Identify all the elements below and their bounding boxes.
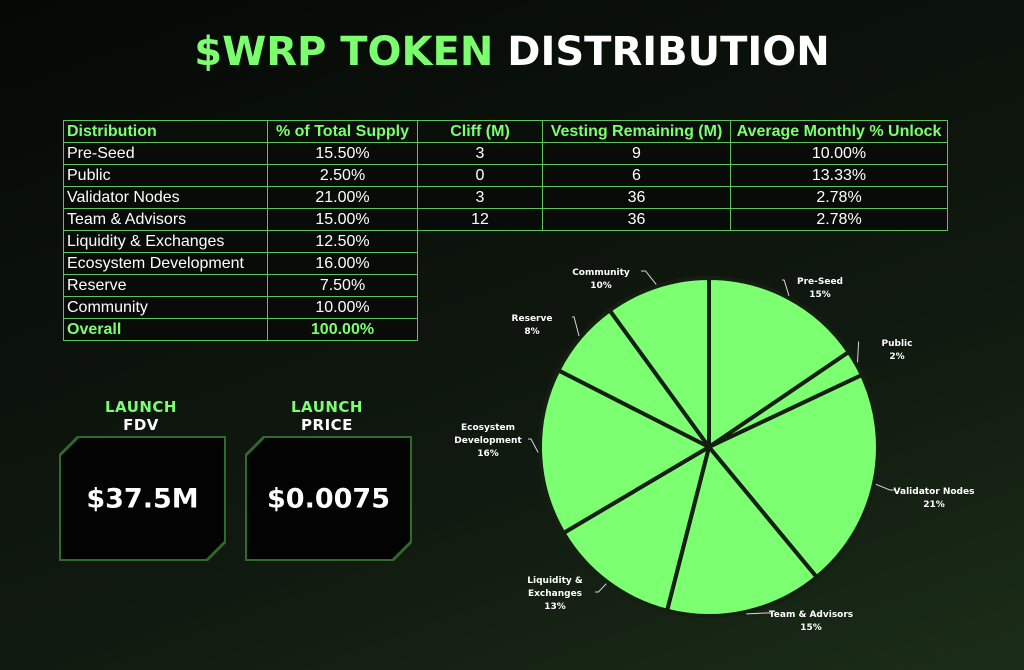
- table-row-overall: Overall 100.00%: [63, 318, 948, 341]
- stat-fdv-value: $37.5M: [86, 483, 199, 514]
- table-row: Liquidity & Exchanges 12.50%: [63, 230, 948, 253]
- table-row: Reserve 7.50%: [63, 274, 948, 297]
- table-row: Ecosystem Development 16.00%: [63, 252, 948, 275]
- table-row: Validator Nodes 21.00% 3 36 2.78%: [63, 186, 948, 209]
- header-vesting: Vesting Remaining (M): [542, 120, 731, 143]
- cell-vesting: 6: [542, 164, 731, 187]
- cell-overall-value: 100.00%: [267, 318, 418, 341]
- page-title: $WRP TOKEN DISTRIBUTION: [0, 28, 1024, 76]
- stat-fdv-card: $37.5M: [61, 438, 224, 559]
- cell-unlock: 2.78%: [730, 186, 948, 209]
- cell-vesting: 36: [542, 208, 731, 231]
- title-highlight: $WRP TOKEN: [194, 29, 494, 75]
- cell-supply: 15.00%: [267, 208, 418, 231]
- distribution-table: Distribution % of Total Supply Cliff (M)…: [63, 120, 948, 341]
- leader-line: [746, 612, 773, 615]
- table-row: Community 10.00%: [63, 296, 948, 319]
- leader-line: [875, 483, 896, 491]
- leader-line: [782, 279, 790, 297]
- table-header-row: Distribution % of Total Supply Cliff (M)…: [63, 120, 948, 143]
- table-row: Team & Advisors 15.00% 12 36 2.78%: [63, 208, 948, 231]
- pie-label: Liquidity & Exchanges 13%: [527, 576, 583, 612]
- pie-slice: [538, 368, 711, 535]
- pie-label: Community 10%: [572, 268, 630, 291]
- stat-price-label-top: LAUNCH: [290, 398, 363, 416]
- pie-label: Team & Advisors 15%: [769, 610, 853, 633]
- cell-name: Pre-Seed: [63, 142, 268, 165]
- pie-label: Reserve 8%: [512, 314, 553, 337]
- table-row: Public 2.50% 0 6 13.33%: [63, 164, 948, 187]
- table-row: Pre-Seed 15.50% 3 9 10.00%: [63, 142, 948, 165]
- cell-supply: 15.50%: [267, 142, 418, 165]
- cell-supply: 2.50%: [267, 164, 418, 187]
- cell-unlock: 2.78%: [730, 208, 948, 231]
- cell-overall-label: Overall: [63, 318, 268, 341]
- stat-price-card: $0.0075: [247, 438, 410, 559]
- pie-label: Validator Nodes 21%: [894, 487, 975, 510]
- cell-unlock: 10.00%: [730, 142, 948, 165]
- leader-line: [572, 316, 580, 337]
- stat-fdv-label: LAUNCH FDV: [70, 398, 212, 434]
- pie-labels: Pre-Seed 15% Public 2% Validator Nodes 21% Tea…: [454, 268, 974, 633]
- header-cliff: Cliff (M): [417, 120, 543, 143]
- cell-name: Ecosystem Development: [63, 252, 268, 275]
- cell-name: Public: [63, 164, 268, 187]
- header-monthly-unlock: Average Monthly % Unlock: [730, 120, 948, 143]
- cell-supply: 16.00%: [267, 252, 418, 275]
- stat-price-label-bottom: PRICE: [301, 416, 353, 434]
- leader-line: [641, 270, 657, 285]
- pie-label: Ecosystem Development 16%: [454, 423, 522, 459]
- header-total-supply: % of Total Supply: [267, 120, 418, 143]
- stat-price-value: $0.0075: [267, 483, 390, 514]
- leader-line: [857, 341, 860, 363]
- cell-name: Community: [63, 296, 268, 319]
- stat-fdv-label-top: LAUNCH: [104, 398, 177, 416]
- pie-slice: [561, 445, 711, 613]
- cell-supply: 7.50%: [267, 274, 418, 297]
- cell-supply: 12.50%: [267, 230, 418, 253]
- leader-line: [595, 583, 607, 593]
- stat-price-label: LAUNCH PRICE: [256, 398, 398, 434]
- pie-slice: [607, 276, 711, 449]
- pie-slice: [665, 445, 819, 618]
- cell-cliff: 3: [417, 142, 543, 165]
- cell-name: Team & Advisors: [63, 208, 268, 231]
- stat-fdv-label-bottom: FDV: [123, 416, 159, 434]
- pie-slice: [707, 276, 851, 449]
- pie-slice: [707, 373, 880, 580]
- cell-cliff: 0: [417, 164, 543, 187]
- pie-label: Pre-Seed 15%: [797, 277, 843, 300]
- pie-slices: [538, 276, 880, 618]
- cell-vesting: 9: [542, 142, 731, 165]
- pie-label: Public 2%: [882, 339, 913, 362]
- title-rest: DISTRIBUTION: [507, 29, 830, 75]
- leader-line: [528, 438, 539, 453]
- cell-name: Liquidity & Exchanges: [63, 230, 268, 253]
